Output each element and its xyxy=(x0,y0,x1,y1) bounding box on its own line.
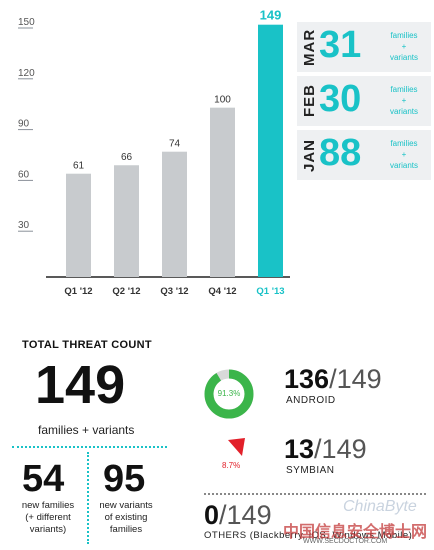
android-percent: 91.3% xyxy=(217,389,241,398)
bar xyxy=(162,151,187,277)
month-panel-jan: JAN 88 families + variants xyxy=(297,130,431,180)
symbian-label: SYMBIAN xyxy=(286,465,335,476)
symbian-count: 13 xyxy=(284,434,315,464)
bar xyxy=(258,24,283,278)
divider-vertical xyxy=(87,452,89,544)
month-value: 88 xyxy=(319,132,362,174)
y-tick-label: 90 xyxy=(18,119,30,130)
month-note: families + variants xyxy=(389,31,418,62)
watermark-cn: 中国信息安全博士网 xyxy=(283,524,428,541)
x-tick-label: Q3 '12 xyxy=(160,286,188,297)
new-families-value: 54 xyxy=(22,458,65,500)
new-variants-caption: new variants of existing families xyxy=(99,500,153,535)
watermark-url: WWW.SECDOCTOR.COM xyxy=(303,538,388,545)
y-tick-label: 150 xyxy=(18,17,35,28)
y-tick-label: 60 xyxy=(18,169,30,180)
others-total: /149 xyxy=(219,500,272,530)
x-tick-label: Q1 '12 xyxy=(64,286,92,297)
month-note: families + variants xyxy=(389,139,418,170)
android-donut xyxy=(204,369,254,419)
month-label: FEB xyxy=(301,84,318,118)
bar xyxy=(66,173,91,277)
month-panel-feb: FEB 30 families + variants xyxy=(297,76,431,126)
symbian-total: /149 xyxy=(314,434,367,464)
bar-value-label: 100 xyxy=(214,95,231,106)
symbian-slice xyxy=(228,438,245,456)
month-value: 31 xyxy=(319,24,362,66)
summary-heading: TOTAL THREAT COUNT xyxy=(22,339,152,351)
bar-chart: 30 60 90 120 150 61 Q1 '12 66 Q2 '12 74 Q3 '12 100 Q… xyxy=(18,8,290,297)
total-count: 149 xyxy=(35,355,126,415)
x-tick-label: Q2 '12 xyxy=(112,286,140,297)
others-fraction: 0/149 xyxy=(204,500,272,531)
x-tick-label: Q1 '13 xyxy=(256,286,284,297)
new-families-caption: new families (+ different variants) xyxy=(21,500,75,535)
month-label: JAN xyxy=(301,138,318,172)
month-value: 30 xyxy=(319,78,362,120)
others-label: OTHERS (Blackberry, iOS, Windows Mobile) xyxy=(204,530,413,541)
bar-value-label: 66 xyxy=(121,152,133,163)
bar xyxy=(114,165,139,277)
x-tick-label: Q4 '12 xyxy=(208,286,236,297)
month-note: families + variants xyxy=(389,85,418,116)
android-count: 136 xyxy=(284,364,330,394)
divider-horizontal xyxy=(12,446,167,448)
symbian-percent: 8.7% xyxy=(222,461,241,470)
bar xyxy=(210,107,235,278)
watermark-brand: ChinaByte xyxy=(343,498,417,515)
android-fraction: 136/149 xyxy=(284,364,382,395)
month-panel-mar: MAR 31 families + variants xyxy=(297,22,431,72)
bar-value-label: 61 xyxy=(73,161,85,172)
bar-value-label: 74 xyxy=(169,139,181,150)
bar-value-label: 149 xyxy=(260,8,282,23)
month-label: MAR xyxy=(301,28,318,66)
new-variants-value: 95 xyxy=(103,458,146,500)
total-caption: families + variants xyxy=(38,423,135,437)
y-tick-label: 120 xyxy=(18,68,35,79)
symbian-fraction: 13/149 xyxy=(284,434,367,465)
android-label: ANDROID xyxy=(286,395,336,406)
others-count: 0 xyxy=(204,500,220,530)
platform-divider xyxy=(204,493,426,495)
android-total: /149 xyxy=(329,364,382,394)
y-tick-label: 30 xyxy=(18,220,30,231)
